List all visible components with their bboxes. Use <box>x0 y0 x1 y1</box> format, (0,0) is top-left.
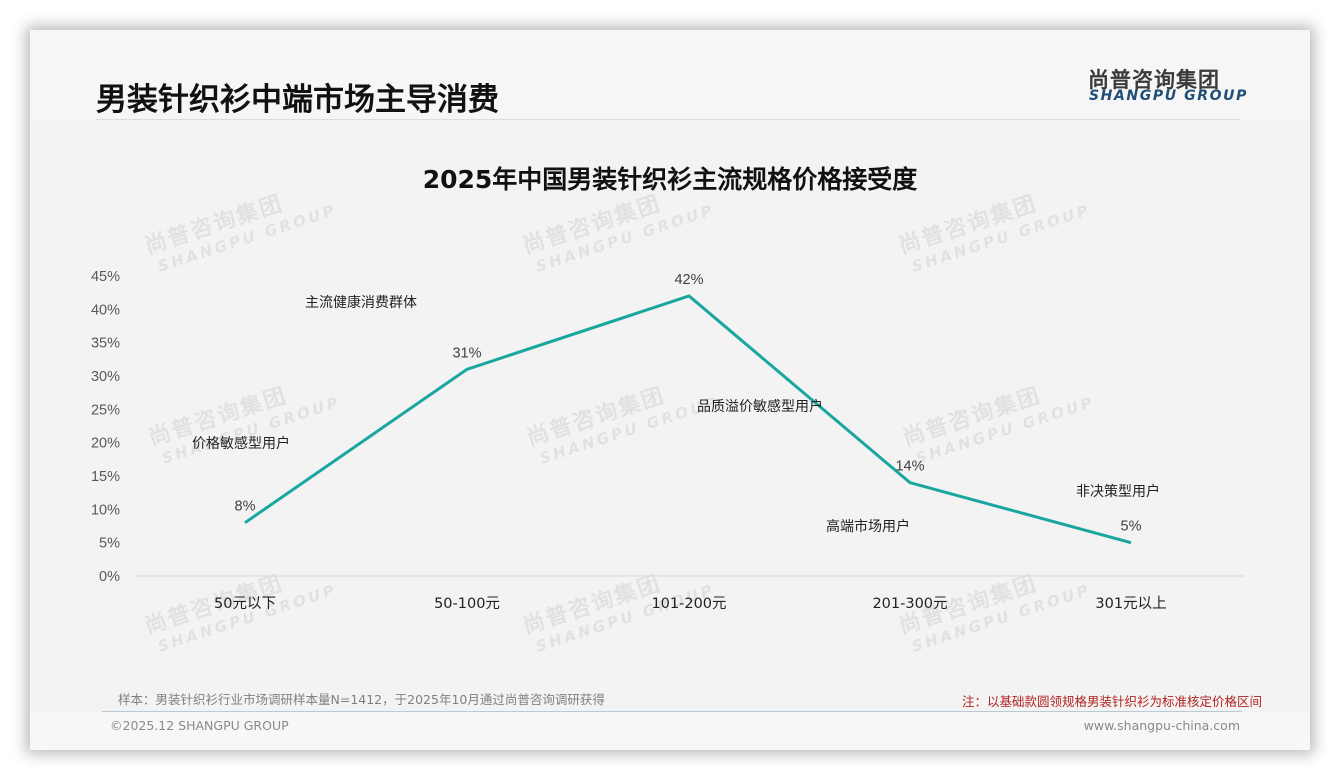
line-chart: 0% 5% 10% 15% 20% 25% 30% 35% 40% 45% 50元以下 50-100… <box>91 269 1244 612</box>
definition-note: 注：以基础款圆领规格男装针织衫为标准核定价格区间 <box>961 694 1262 709</box>
data-labels: 8% 31% 42% 14% 5% <box>235 272 1142 535</box>
x-tick-label: 301元以上 <box>1095 595 1166 612</box>
x-axis-labels: 50元以下 50-100元 101-200元 201-300元 301元以上 <box>214 595 1167 612</box>
y-tick-label: 5% <box>99 536 120 552</box>
segment-annotation: 主流健康消费群体 <box>305 294 417 311</box>
y-tick-label: 30% <box>91 369 120 385</box>
sample-note: 样本：男装针织衫行业市场调研样本量N=1412，于2025年10月通过尚普咨询调… <box>118 692 605 707</box>
y-tick-label: 15% <box>91 469 120 485</box>
footer-band <box>30 712 1310 750</box>
x-tick-label: 50元以下 <box>214 596 276 612</box>
website-link[interactable]: www.shangpu-china.com <box>1083 718 1240 733</box>
y-axis-ticks: 0% 5% 10% 15% 20% 25% 30% 35% 40% 45% <box>91 269 120 585</box>
y-tick-label: 20% <box>91 436 120 452</box>
logo-chinese: 尚普咨询集团 <box>1088 68 1220 92</box>
segment-annotation: 高端市场用户 <box>826 518 910 535</box>
segment-annotation: 非决策型用户 <box>1076 483 1160 500</box>
data-label: 14% <box>895 459 924 475</box>
series-line <box>244 294 1132 545</box>
page-title: 男装针织衫中端市场主导消费 <box>96 82 499 118</box>
data-label: 5% <box>1121 519 1142 535</box>
data-label: 42% <box>674 272 703 288</box>
header-band <box>30 30 1310 120</box>
title-divider <box>96 119 1240 120</box>
chart-title: 2025年中国男装针织衫主流规格价格接受度 <box>422 165 918 194</box>
y-tick-label: 10% <box>91 502 120 518</box>
y-tick-label: 25% <box>91 402 120 418</box>
x-tick-label: 201-300元 <box>872 596 947 612</box>
copyright: ©2025.12 SHANGPU GROUP <box>110 718 289 733</box>
logo-english: SHANGPU GROUP <box>1089 88 1248 104</box>
y-tick-label: 35% <box>91 336 120 352</box>
data-label: 31% <box>452 345 481 361</box>
segment-annotation: 品质溢价敏感型用户 <box>697 398 823 415</box>
x-tick-label: 101-200元 <box>651 596 726 612</box>
data-label: 8% <box>235 499 256 515</box>
slide-card: 男装针织衫中端市场主导消费 尚普咨询集团 SHANGPU GROUP 尚普咨询集… <box>30 30 1310 750</box>
y-tick-label: 40% <box>91 302 120 318</box>
footer-divider <box>102 711 1242 712</box>
segment-annotation: 价格敏感型用户 <box>192 435 290 452</box>
y-tick-label: 45% <box>91 269 120 285</box>
y-tick-label: 0% <box>99 569 120 585</box>
x-tick-label: 50-100元 <box>434 596 500 612</box>
